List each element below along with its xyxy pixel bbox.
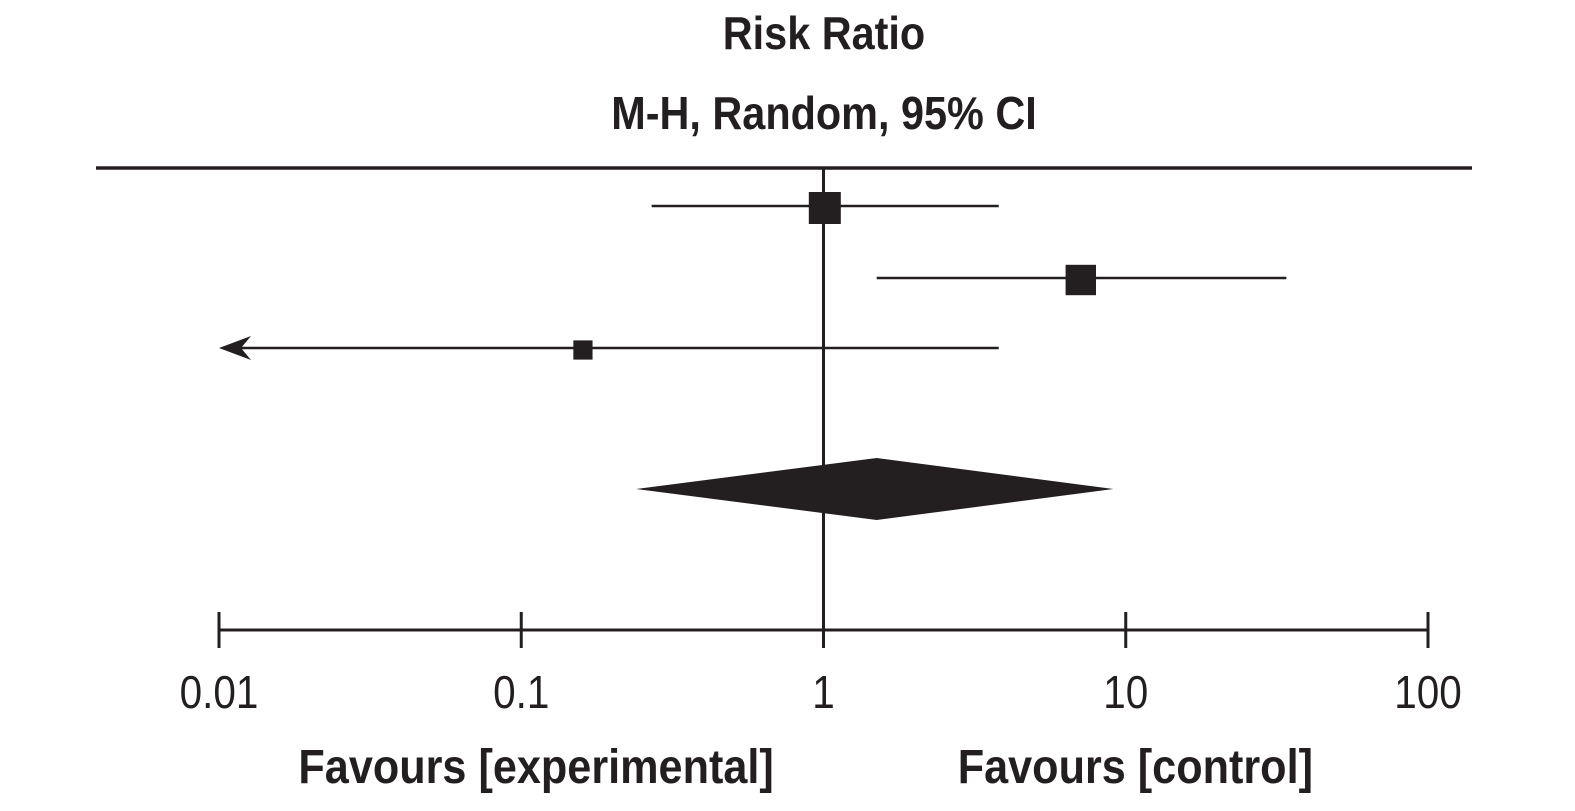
x-tick-label-3: 10 <box>1103 668 1148 719</box>
study-3-ci-arrow <box>219 336 251 360</box>
x-tick-label-2: 1 <box>812 668 835 719</box>
study-1-point <box>808 192 841 224</box>
favours-control-label: Favours [control] <box>957 741 1313 794</box>
x-tick-label-1: 0.1 <box>493 668 549 719</box>
pooled-diamond <box>636 458 1114 520</box>
study-2-point <box>1065 264 1096 296</box>
chart-subtitle: M-H, Random, 95% CI <box>611 87 1037 139</box>
study-3-point <box>573 340 593 360</box>
x-tick-label-0: 0.01 <box>180 668 259 719</box>
chart-title: Risk Ratio <box>722 7 926 59</box>
favours-experimental-label: Favours [experimental] <box>298 741 774 794</box>
x-tick-label-4: 100 <box>1394 668 1462 719</box>
